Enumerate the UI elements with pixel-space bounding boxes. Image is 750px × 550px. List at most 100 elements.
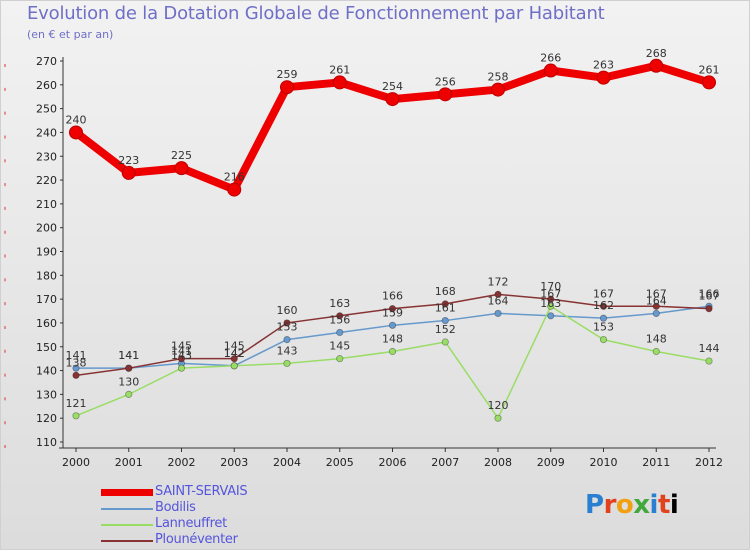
data-point	[280, 80, 294, 95]
data-point	[174, 161, 189, 176]
data-point	[491, 82, 505, 97]
data-label: 266	[540, 52, 561, 65]
data-point	[388, 305, 397, 313]
data-point	[596, 70, 611, 85]
data-label: 167	[646, 287, 667, 300]
data-point	[438, 87, 453, 102]
legend-swatch	[101, 540, 153, 542]
data-point	[283, 359, 291, 368]
data-point	[72, 364, 80, 372]
data-point	[230, 355, 238, 363]
data-point	[230, 362, 238, 370]
data-label: 225	[171, 149, 192, 162]
data-label: 143	[277, 344, 298, 357]
data-label: 164	[488, 294, 509, 307]
line-chart: 110 120 130 140 150 160 170 180 190 200 210 220 230 2…	[4, 47, 723, 469]
data-label: 153	[277, 321, 298, 334]
data-label: 120	[488, 399, 509, 412]
data-label: 163	[540, 297, 561, 310]
data-label: 142	[224, 347, 245, 360]
data-label: 240	[66, 113, 87, 126]
data-point	[336, 328, 344, 337]
data-label: 152	[435, 323, 456, 336]
data-label: 167	[593, 287, 614, 300]
data-point	[125, 364, 133, 372]
data-label: 263	[593, 59, 614, 72]
legend-label: Bodilis	[155, 500, 196, 515]
x-tick-label: 2006	[379, 456, 407, 469]
data-label: 216	[224, 171, 245, 184]
data-label: 153	[593, 321, 614, 334]
series-saint-servais	[69, 58, 716, 197]
data-point	[652, 347, 660, 356]
data-label: 156	[329, 313, 350, 326]
data-label: 143	[171, 349, 192, 362]
y-tick-label: 110	[36, 436, 57, 449]
data-point	[283, 336, 291, 344]
data-point	[177, 355, 186, 363]
legend-swatch	[101, 508, 153, 510]
legend-swatch	[101, 524, 153, 526]
y-tick-label: 210	[36, 198, 57, 211]
data-label: 168	[435, 285, 456, 298]
legend-label: SAINT-SERVAIS	[155, 484, 248, 499]
data-point	[72, 371, 80, 379]
data-label: 258	[488, 71, 509, 84]
data-point	[72, 412, 80, 420]
data-label: 138	[66, 356, 87, 369]
data-point	[385, 92, 400, 107]
data-label: 162	[593, 299, 614, 312]
y-tick-label: 120	[36, 412, 57, 425]
data-label: 163	[329, 297, 350, 310]
x-tick-label: 2000	[62, 456, 90, 469]
data-point	[599, 336, 608, 344]
legend-label: Plounéventer	[155, 532, 238, 547]
y-tick-label: 200	[36, 222, 57, 235]
series-layer	[69, 58, 716, 422]
x-tick-label: 2009	[537, 456, 565, 469]
data-point	[388, 321, 397, 329]
data-label: 166	[382, 290, 403, 303]
series-bodilis	[72, 302, 713, 372]
data-label: 130	[118, 375, 139, 388]
legend-label: Lanneuffret	[155, 516, 227, 531]
data-point	[69, 125, 83, 140]
y-tick-label: 220	[36, 174, 57, 187]
x-tick-label: 2010	[590, 456, 618, 469]
data-label: 261	[699, 63, 720, 76]
data-label: 167	[540, 287, 561, 300]
data-point	[599, 302, 608, 310]
data-point	[441, 300, 449, 308]
x-tick-label: 2011	[642, 456, 670, 469]
data-label: 148	[646, 333, 667, 346]
data-point	[388, 347, 397, 356]
data-point	[336, 312, 344, 320]
data-point	[705, 305, 713, 313]
axes: 110 120 130 140 150 160 170 180 190 200 210 220 230 2…	[4, 55, 723, 469]
data-label: 160	[277, 304, 298, 317]
x-tick-label: 2003	[220, 456, 248, 469]
x-tick-label: 2005	[326, 456, 354, 469]
data-point	[652, 302, 660, 310]
data-point	[599, 314, 608, 322]
y-tick-label: 160	[36, 317, 57, 330]
data-point	[494, 290, 502, 298]
x-tick-label: 2002	[168, 456, 196, 469]
proxiti-logo: Proxiti	[585, 490, 679, 520]
data-point	[543, 63, 558, 78]
data-point	[177, 364, 186, 372]
chart-title: Evolution de la Dotation Globale de Fonc…	[27, 3, 605, 24]
data-point	[125, 390, 133, 398]
data-point	[283, 319, 291, 327]
data-labels: 240 223 225 216 259 261 254 256 258 266 263 268 261 1…	[66, 47, 720, 412]
data-label: 256	[435, 75, 456, 88]
y-tick-label: 260	[36, 79, 57, 92]
y-tick-label: 250	[36, 103, 57, 116]
x-tick-label: 2007	[431, 456, 459, 469]
x-tick-label: 2012	[695, 456, 723, 469]
data-label: 141	[66, 349, 87, 362]
x-tick-label: 2004	[273, 456, 301, 469]
data-label: 254	[382, 80, 403, 93]
data-label: 172	[488, 275, 509, 288]
data-label: 148	[382, 333, 403, 346]
